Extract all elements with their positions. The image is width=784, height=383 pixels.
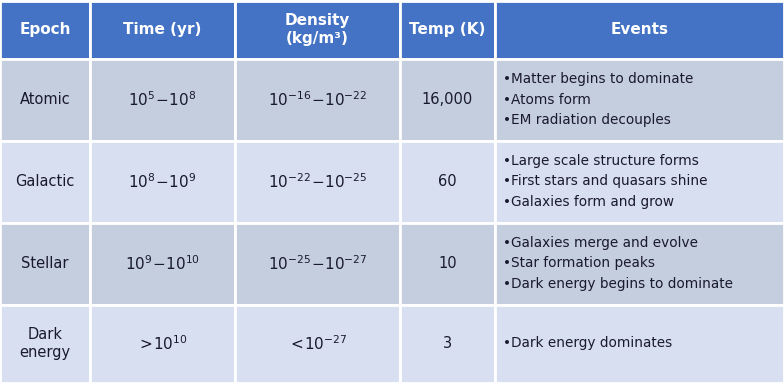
Text: 16,000: 16,000 bbox=[422, 92, 473, 107]
Bar bbox=[235, 304, 400, 383]
Bar bbox=[495, 304, 784, 383]
Text: Atomic: Atomic bbox=[20, 92, 71, 107]
Bar bbox=[90, 0, 235, 59]
Bar bbox=[90, 141, 235, 223]
Text: $10^5 \! - \! 10^8$: $10^5 \! - \! 10^8$ bbox=[129, 90, 197, 109]
Text: $>\!10^{10}$: $>\!10^{10}$ bbox=[137, 334, 188, 353]
Text: •Matter begins to dominate
•Atoms form
•EM radiation decouples: •Matter begins to dominate •Atoms form •… bbox=[503, 72, 693, 126]
Bar bbox=[400, 141, 495, 223]
Text: $10^8 \! - \! 10^9$: $10^8 \! - \! 10^9$ bbox=[129, 172, 197, 191]
Bar bbox=[400, 223, 495, 304]
Bar bbox=[90, 59, 235, 141]
Bar bbox=[400, 0, 495, 59]
Text: 10: 10 bbox=[438, 256, 457, 271]
Bar bbox=[0, 304, 90, 383]
Bar bbox=[400, 59, 495, 141]
Bar bbox=[495, 141, 784, 223]
Bar bbox=[400, 304, 495, 383]
Bar bbox=[0, 0, 90, 59]
Text: Events: Events bbox=[611, 22, 669, 37]
Text: $<\!10^{-27}$: $<\!10^{-27}$ bbox=[288, 334, 347, 353]
Bar bbox=[495, 0, 784, 59]
Bar bbox=[0, 59, 90, 141]
Text: $10^9 \! - \! 10^{10}$: $10^9 \! - \! 10^{10}$ bbox=[125, 254, 200, 273]
Text: Epoch: Epoch bbox=[20, 22, 71, 37]
Text: Density
(kg/m³): Density (kg/m³) bbox=[285, 13, 350, 46]
Text: $10^{-16} \! - \! 10^{-22}$: $10^{-16} \! - \! 10^{-22}$ bbox=[268, 90, 367, 109]
Bar bbox=[0, 223, 90, 304]
Text: Stellar: Stellar bbox=[21, 256, 69, 271]
Text: Time (yr): Time (yr) bbox=[123, 22, 201, 37]
Bar bbox=[235, 59, 400, 141]
Bar bbox=[90, 223, 235, 304]
Bar bbox=[0, 141, 90, 223]
Bar bbox=[235, 141, 400, 223]
Bar bbox=[495, 223, 784, 304]
Text: •Dark energy dominates: •Dark energy dominates bbox=[503, 337, 672, 350]
Text: Temp (K): Temp (K) bbox=[409, 22, 485, 37]
Text: 3: 3 bbox=[443, 336, 452, 351]
Bar bbox=[235, 0, 400, 59]
Text: Galactic: Galactic bbox=[16, 174, 74, 189]
Text: 60: 60 bbox=[438, 174, 457, 189]
Text: •Large scale structure forms
•First stars and quasars shine
•Galaxies form and g: •Large scale structure forms •First star… bbox=[503, 154, 707, 209]
Text: $10^{-22} \! - \! 10^{-25}$: $10^{-22} \! - \! 10^{-25}$ bbox=[268, 172, 367, 191]
Bar bbox=[90, 304, 235, 383]
Bar bbox=[495, 59, 784, 141]
Bar bbox=[235, 223, 400, 304]
Text: •Galaxies merge and evolve
•Star formation peaks
•Dark energy begins to dominate: •Galaxies merge and evolve •Star formati… bbox=[503, 236, 733, 291]
Text: Dark
energy: Dark energy bbox=[20, 327, 71, 360]
Text: $10^{-25} \! - \! 10^{-27}$: $10^{-25} \! - \! 10^{-27}$ bbox=[268, 254, 367, 273]
